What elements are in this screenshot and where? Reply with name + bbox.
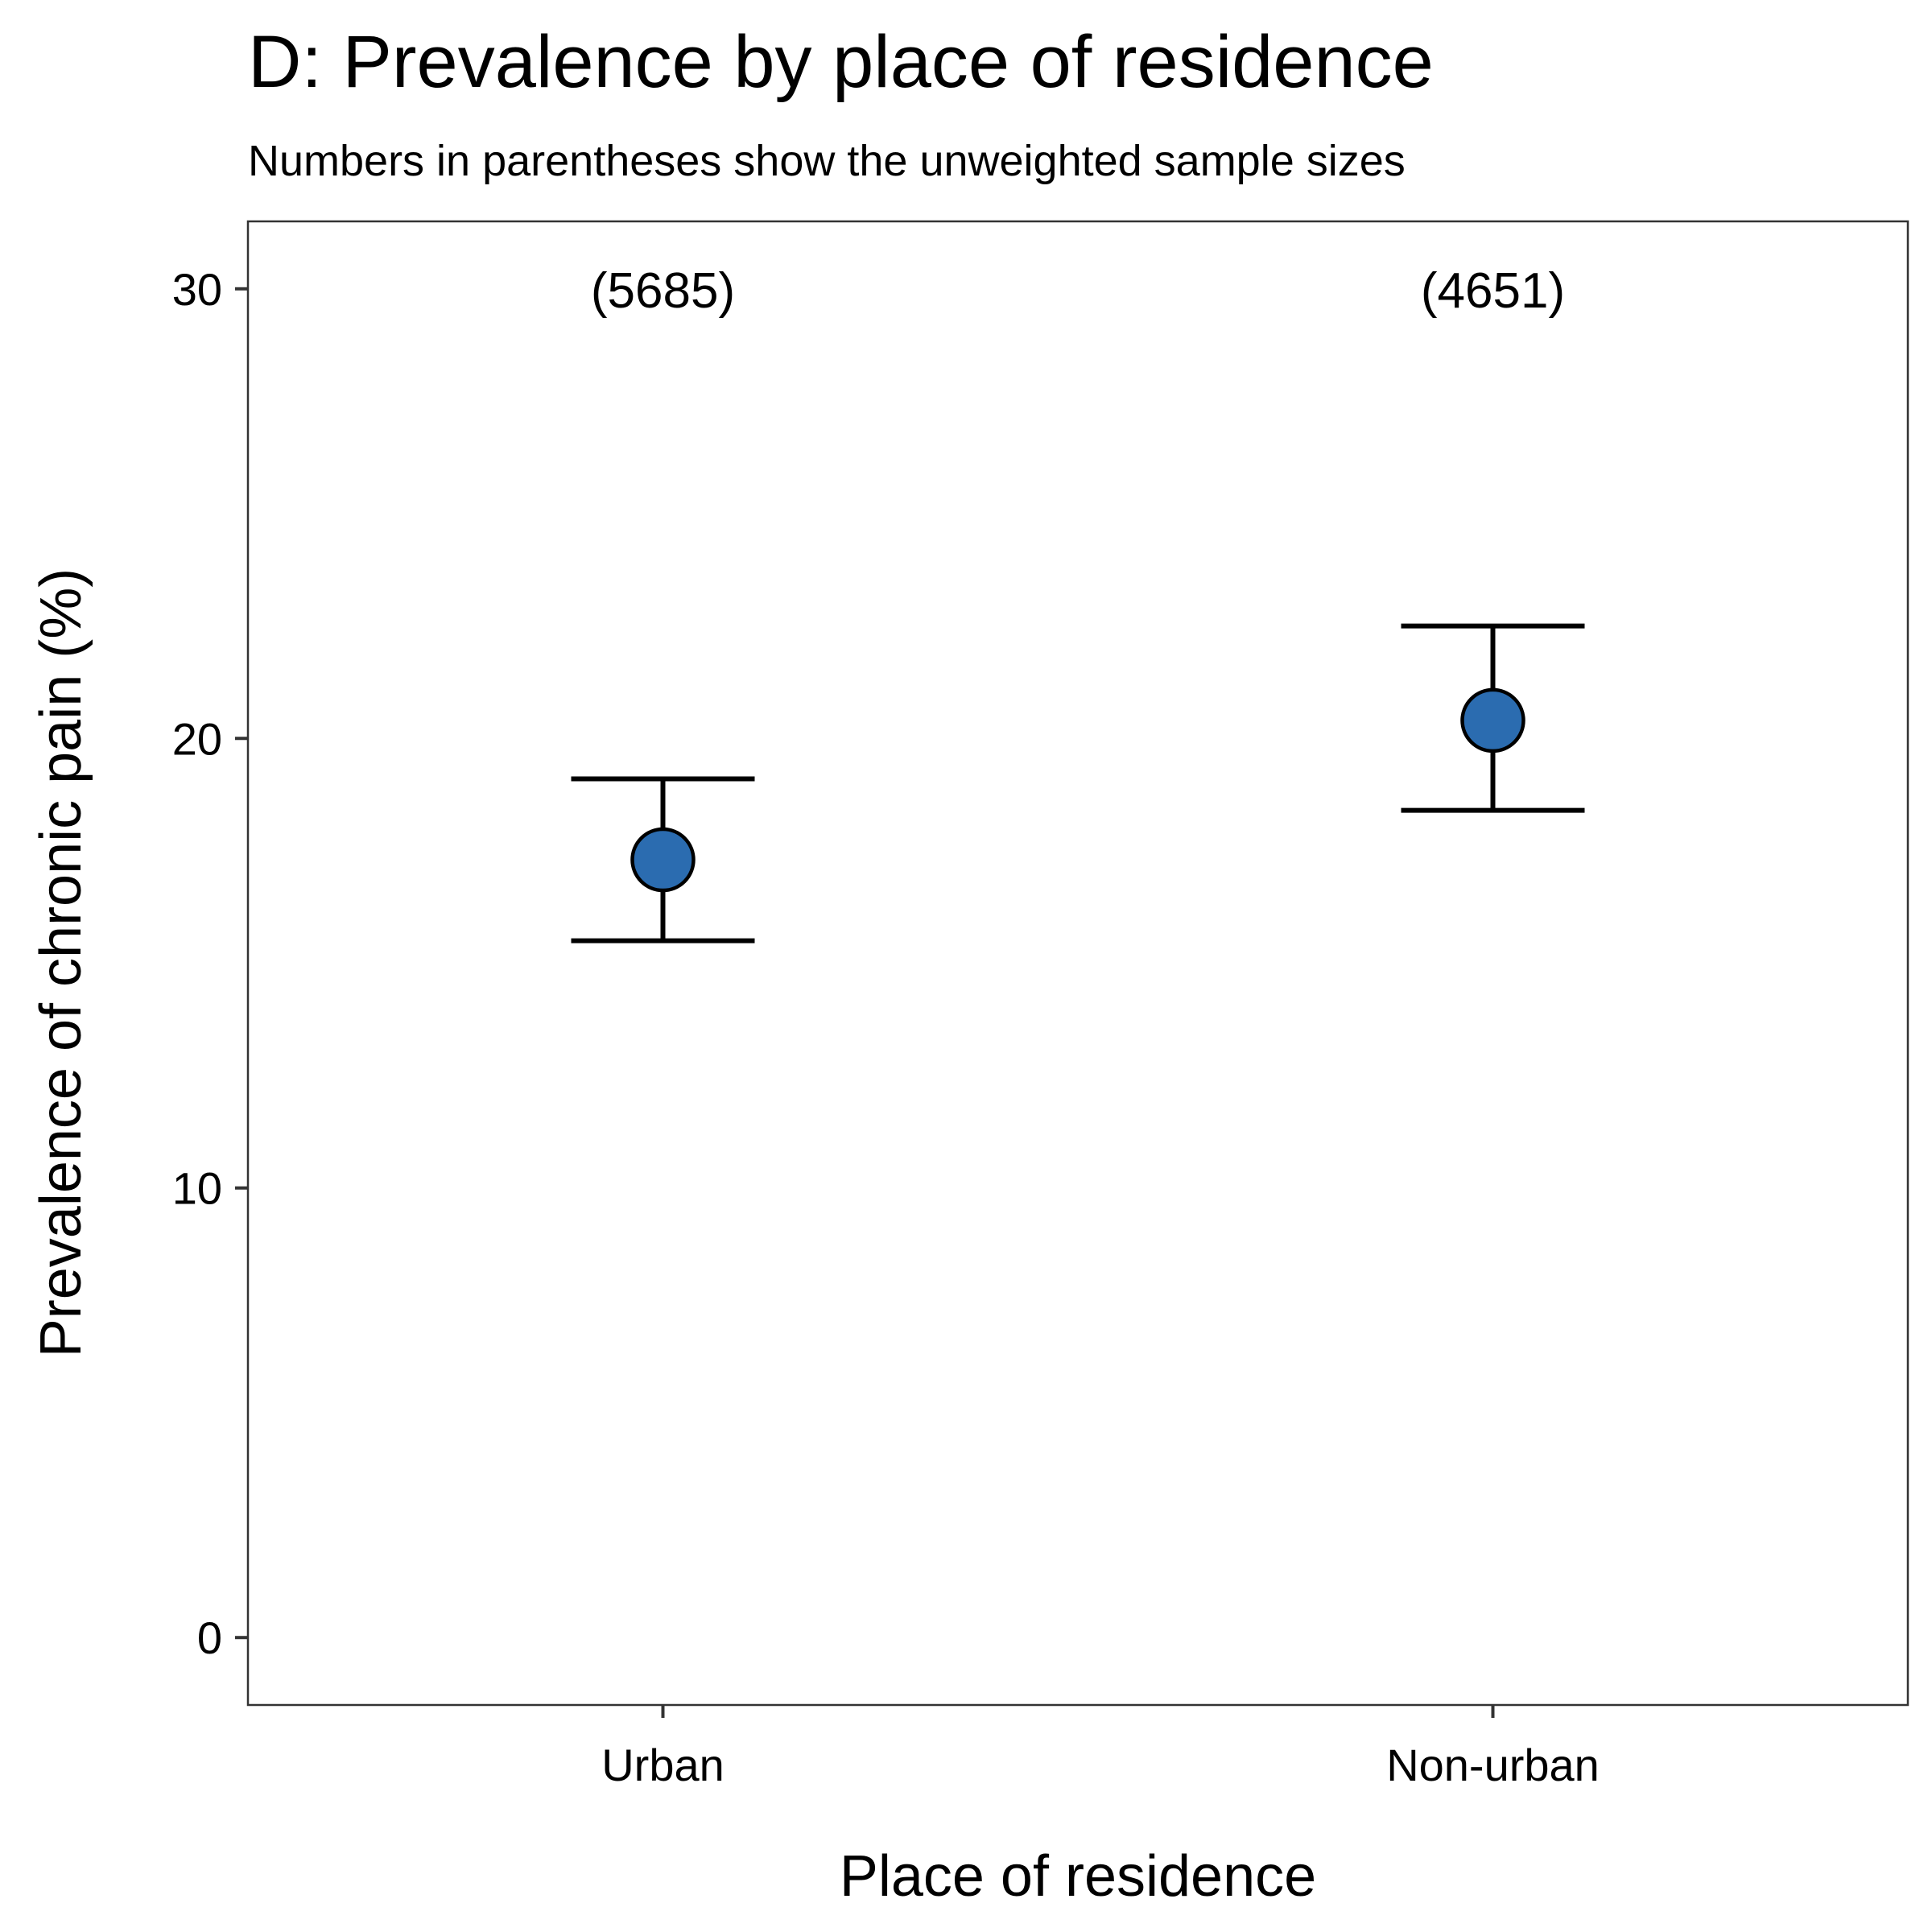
sample-size-label: (4651) xyxy=(1421,263,1565,319)
x-tick-label: Non-urban xyxy=(1386,1740,1600,1790)
chart-subtitle: Numbers in parentheses show the unweight… xyxy=(248,137,1406,185)
plot-panel xyxy=(246,220,1909,1707)
data-point xyxy=(630,827,696,893)
data-point xyxy=(1460,687,1525,753)
y-axis: 0 10 20 30 xyxy=(172,264,248,1663)
chart-title: D: Prevalence by place of residence xyxy=(248,21,1434,103)
x-axis: Urban Non-urban xyxy=(601,1705,1600,1790)
y-tick-label: 0 xyxy=(197,1612,222,1663)
x-tick-label: Urban xyxy=(601,1740,724,1790)
data-marks: (5685) (4651) xyxy=(571,263,1585,943)
y-tick-label: 20 xyxy=(172,713,222,764)
y-tick-label: 10 xyxy=(172,1163,222,1214)
sample-size-label: (5685) xyxy=(591,263,735,319)
y-axis-title: Prevalence of chronic pain (%) xyxy=(29,568,93,1357)
x-axis-title: Place of residence xyxy=(840,1844,1316,1909)
y-tick-label: 30 xyxy=(172,264,222,315)
